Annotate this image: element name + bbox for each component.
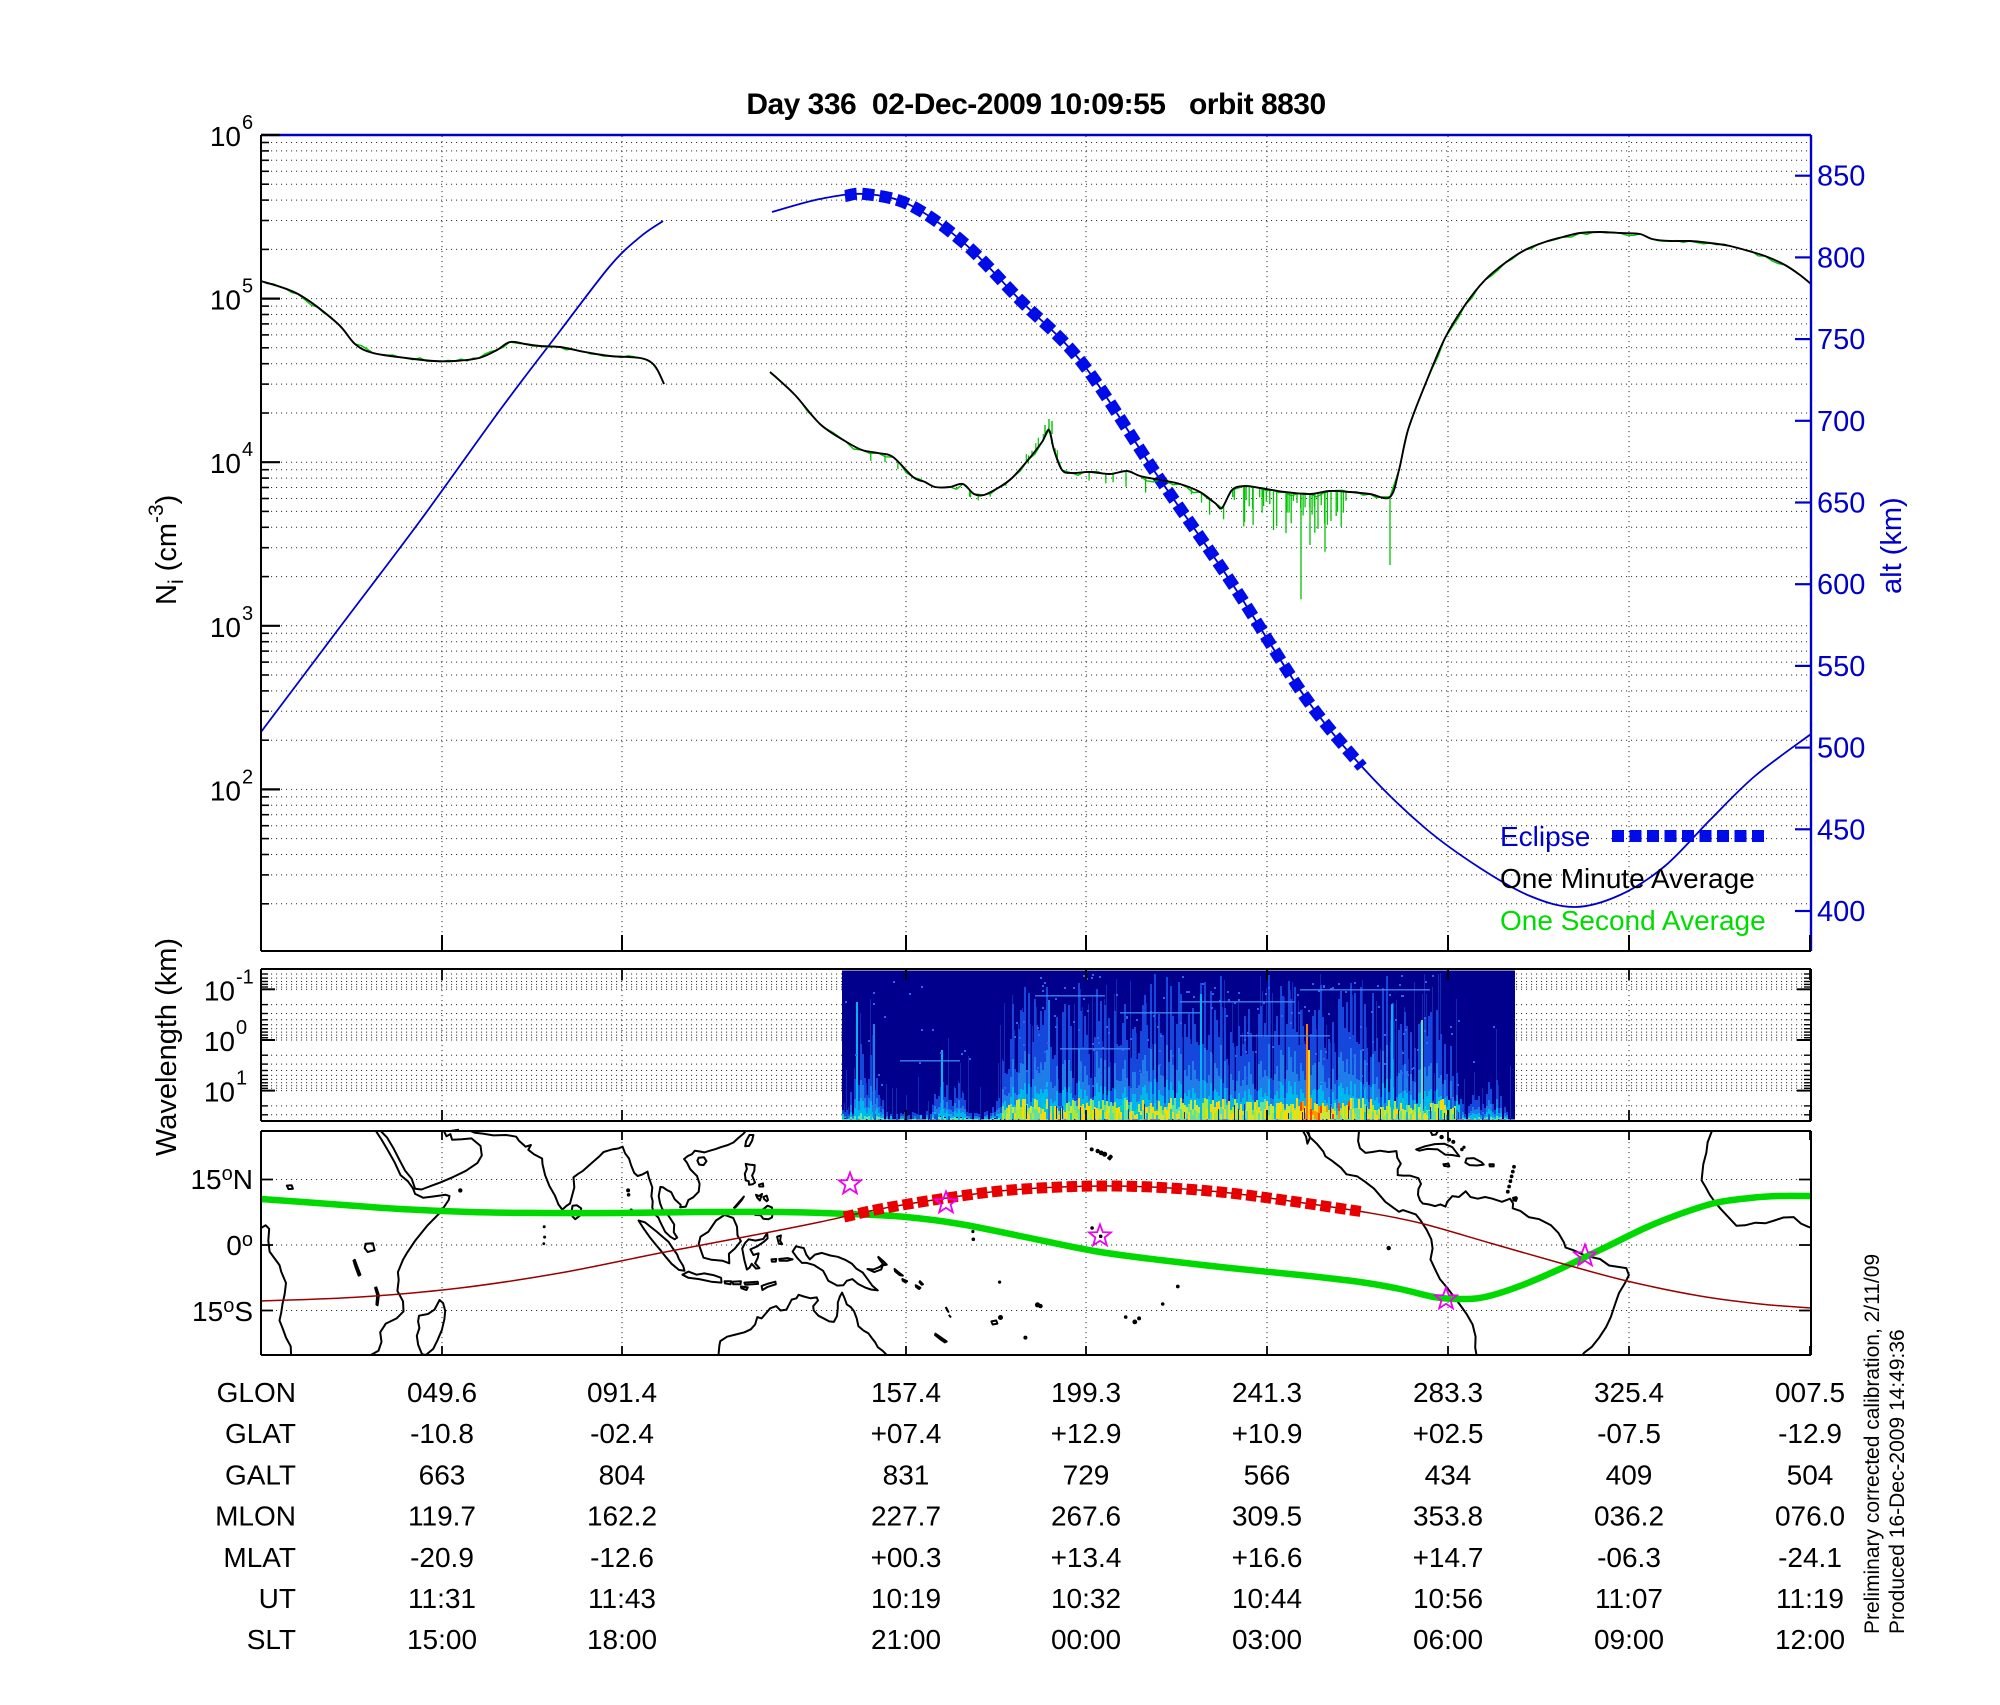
svg-text:10:56: 10:56 [1413,1583,1483,1614]
svg-text:03:00: 03:00 [1232,1624,1302,1655]
svg-text:434: 434 [1425,1459,1472,1490]
svg-text:10: 10 [204,1077,235,1108]
svg-text:Preliminary corrected calibrat: Preliminary corrected calibration, 2/11/… [1861,1254,1884,1634]
svg-text:049.6: 049.6 [407,1377,477,1408]
svg-text:450: 450 [1817,814,1865,846]
svg-text:18:00: 18:00 [587,1624,657,1655]
svg-text:400: 400 [1817,896,1865,928]
svg-text:11:07: 11:07 [1595,1583,1663,1614]
svg-text:15:00: 15:00 [407,1624,477,1655]
svg-text:15oS: 15oS [192,1295,253,1327]
svg-text:-02.4: -02.4 [590,1418,654,1449]
svg-text:4: 4 [242,439,253,461]
svg-text:+16.6: +16.6 [1232,1542,1303,1573]
svg-text:21:00: 21:00 [871,1624,941,1655]
svg-text:007.5: 007.5 [1775,1377,1845,1408]
svg-text:10: 10 [210,612,241,643]
svg-text:11:31: 11:31 [408,1583,476,1614]
svg-text:566: 566 [1244,1459,1291,1490]
svg-text:GLON: GLON [217,1377,296,1408]
svg-text:MLAT: MLAT [223,1542,296,1573]
svg-text:-12.6: -12.6 [590,1542,654,1573]
svg-text:353.8: 353.8 [1413,1501,1483,1532]
svg-text:5: 5 [242,276,253,298]
svg-text:One Minute Average: One Minute Average [1500,863,1755,894]
svg-text:729: 729 [1063,1459,1110,1490]
svg-text:-12.9: -12.9 [1778,1418,1842,1449]
svg-text:+07.4: +07.4 [871,1418,942,1449]
svg-text:12:00: 12:00 [1775,1624,1845,1655]
svg-text:10: 10 [210,285,241,316]
svg-text:11:19: 11:19 [1776,1583,1844,1614]
svg-text:+00.3: +00.3 [871,1542,942,1573]
svg-text:10:44: 10:44 [1232,1583,1302,1614]
svg-text:10:19: 10:19 [871,1583,941,1614]
svg-text:076.0: 076.0 [1775,1501,1845,1532]
svg-text:09:00: 09:00 [1594,1624,1664,1655]
svg-text:Wavelength (km): Wavelength (km) [151,938,183,1156]
svg-text:036.2: 036.2 [1594,1501,1664,1532]
svg-text:GLAT: GLAT [225,1418,296,1449]
svg-text:850: 850 [1817,161,1865,193]
svg-text:199.3: 199.3 [1051,1377,1121,1408]
svg-text:10: 10 [210,121,241,152]
svg-text:500: 500 [1817,733,1865,765]
svg-text:-1: -1 [236,966,254,988]
svg-text:283.3: 283.3 [1413,1377,1483,1408]
svg-text:750: 750 [1817,324,1865,356]
svg-text:831: 831 [883,1459,930,1490]
svg-text:Ni (cm-3): Ni (cm-3) [145,495,188,605]
svg-text:10: 10 [210,448,241,479]
svg-text:800: 800 [1817,242,1865,274]
svg-text:091.4: 091.4 [587,1377,657,1408]
svg-text:10: 10 [204,975,235,1006]
svg-text:309.5: 309.5 [1232,1501,1302,1532]
svg-text:+10.9: +10.9 [1232,1418,1303,1449]
svg-text:119.7: 119.7 [408,1501,476,1532]
svg-text:804: 804 [599,1459,646,1490]
svg-text:Eclipse: Eclipse [1500,821,1590,852]
svg-text:06:00: 06:00 [1413,1624,1483,1655]
svg-text:-07.5: -07.5 [1597,1418,1661,1449]
svg-text:600: 600 [1817,569,1865,601]
svg-text:One Second Average: One Second Average [1500,905,1766,936]
svg-text:10: 10 [210,775,241,806]
svg-text:267.6: 267.6 [1051,1501,1121,1532]
svg-text:10:32: 10:32 [1051,1583,1121,1614]
svg-text:6: 6 [242,112,253,134]
svg-text:GALT: GALT [225,1459,296,1490]
svg-text:00:00: 00:00 [1051,1624,1121,1655]
svg-text:+14.7: +14.7 [1413,1542,1484,1573]
svg-text:409: 409 [1606,1459,1653,1490]
svg-text:162.2: 162.2 [587,1501,657,1532]
svg-text:+12.9: +12.9 [1051,1418,1122,1449]
svg-text:SLT: SLT [247,1624,296,1655]
svg-text:alt (km): alt (km) [1876,497,1908,594]
svg-text:157.4: 157.4 [871,1377,941,1408]
svg-text:+13.4: +13.4 [1051,1542,1122,1573]
svg-text:700: 700 [1817,406,1865,438]
svg-text:227.7: 227.7 [871,1501,941,1532]
svg-text:550: 550 [1817,651,1865,683]
svg-text:-24.1: -24.1 [1778,1542,1842,1573]
svg-text:504: 504 [1787,1459,1834,1490]
svg-text:UT: UT [259,1583,296,1614]
svg-text:0: 0 [236,1017,247,1039]
svg-text:+02.5: +02.5 [1413,1418,1484,1449]
svg-text:-10.8: -10.8 [410,1418,474,1449]
svg-text:241.3: 241.3 [1232,1377,1302,1408]
svg-text:325.4: 325.4 [1594,1377,1664,1408]
svg-text:1: 1 [236,1068,247,1090]
svg-text:-20.9: -20.9 [410,1542,474,1573]
svg-text:10: 10 [204,1026,235,1057]
svg-text:Produced 16-Dec-2009 14:49:36: Produced 16-Dec-2009 14:49:36 [1886,1329,1909,1634]
svg-text:3: 3 [242,603,253,625]
svg-text:11:43: 11:43 [588,1583,656,1614]
svg-text:2: 2 [242,766,253,788]
svg-text:MLON: MLON [215,1501,296,1532]
svg-text:Day 336 02-Dec-2009 10:09:55: Day 336 02-Dec-2009 10:09:55 orbit 8830 [746,88,1325,121]
svg-text:-06.3: -06.3 [1597,1542,1661,1573]
svg-text:663: 663 [419,1459,466,1490]
svg-text:650: 650 [1817,488,1865,520]
